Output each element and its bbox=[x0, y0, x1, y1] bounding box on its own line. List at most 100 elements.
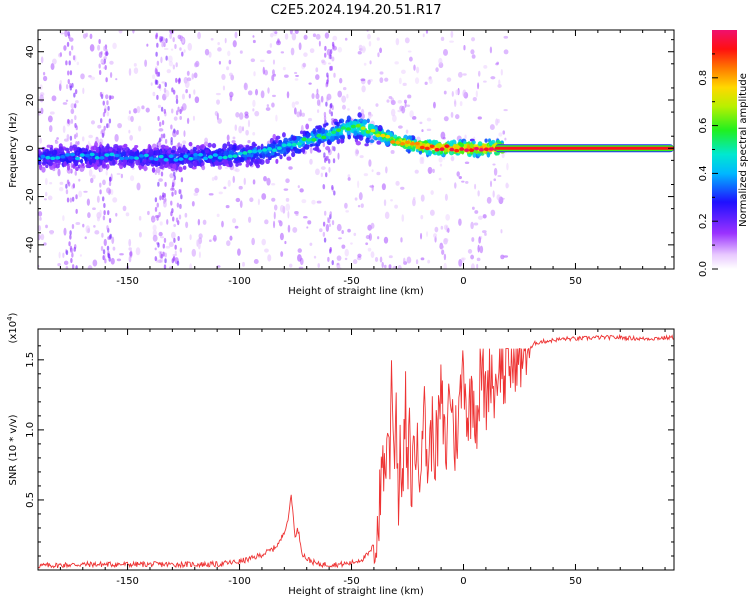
heatmap-ridge-cell bbox=[355, 123, 361, 128]
heatmap-cell bbox=[448, 150, 455, 156]
heatmap-noise-cell bbox=[273, 220, 276, 229]
snr-series-line bbox=[38, 333, 674, 569]
heatmap-noise-cell bbox=[401, 214, 405, 222]
heatmap-tone-band-inner bbox=[494, 146, 674, 150]
heatmap-noise-cell bbox=[184, 80, 190, 89]
heatmap-cell bbox=[294, 148, 300, 154]
heatmap-ridge-cell bbox=[84, 153, 90, 158]
heatmap-cell bbox=[275, 152, 281, 157]
heatmap-noise-cell bbox=[59, 181, 64, 185]
heatmap-cell bbox=[189, 149, 194, 156]
heatmap-streak-cell bbox=[73, 134, 77, 140]
heatmap-noise-cell bbox=[252, 35, 255, 38]
heatmap-noise-cell bbox=[315, 168, 320, 176]
heatmap-cell bbox=[106, 143, 110, 150]
heatmap-streak-cell bbox=[157, 170, 161, 176]
heatmap-ridge-cell bbox=[360, 126, 366, 130]
heatmap-noise-cell bbox=[470, 49, 475, 55]
heatmap-cell bbox=[123, 143, 128, 148]
heatmap-ridge-cell bbox=[395, 140, 401, 145]
heatmap-noise-cell bbox=[157, 104, 161, 109]
heatmap-noise-cell bbox=[209, 239, 212, 243]
heatmap-noise-cell bbox=[296, 111, 301, 118]
heatmap-noise-cell bbox=[471, 237, 475, 242]
heatmap-ridge-cell bbox=[222, 155, 228, 160]
heatmap-noise-cell bbox=[173, 116, 178, 121]
heatmap-cell bbox=[261, 153, 266, 160]
heatmap-cell bbox=[163, 153, 168, 160]
heatmap-noise-cell bbox=[462, 89, 467, 98]
heatmap-noise-cell bbox=[337, 152, 340, 160]
heatmap-streak-cell bbox=[331, 220, 335, 226]
heatmap-noise-cell bbox=[89, 44, 95, 52]
heatmap-streak-cell bbox=[103, 210, 106, 216]
heatmap-noise-cell bbox=[336, 255, 342, 261]
heatmap-noise-cell bbox=[299, 109, 302, 117]
heatmap-noise-cell bbox=[415, 66, 420, 74]
heatmap-noise-cell bbox=[430, 190, 434, 195]
heatmap-noise-cell bbox=[91, 174, 96, 180]
heatmap-noise-cell bbox=[181, 93, 185, 100]
heatmap-noise-cell bbox=[244, 111, 249, 116]
heatmap-noise-cell bbox=[261, 193, 267, 200]
heatmap-noise-cell bbox=[442, 136, 446, 140]
heatmap-noise-cell bbox=[298, 42, 302, 51]
heatmap-noise-cell bbox=[98, 51, 103, 58]
heatmap-noise-cell bbox=[320, 172, 324, 178]
heatmap-noise-cell bbox=[497, 84, 502, 88]
heatmap-noise-cell bbox=[90, 177, 94, 184]
heatmap-noise-cell bbox=[471, 37, 476, 42]
heatmap-noise-cell bbox=[503, 255, 509, 258]
heatmap-noise-cell bbox=[252, 179, 256, 185]
heatmap-noise-cell bbox=[328, 223, 332, 227]
heatmap-noise-cell bbox=[165, 245, 171, 249]
heatmap-noise-cell bbox=[158, 231, 163, 237]
heatmap-noise-cell bbox=[141, 105, 145, 110]
heatmap-noise-cell bbox=[374, 257, 379, 263]
heatmap-cell bbox=[247, 153, 252, 157]
heatmap-streak-cell bbox=[322, 184, 326, 190]
heatmap-cell bbox=[406, 145, 411, 150]
heatmap-noise-cell bbox=[194, 96, 200, 104]
heatmap-noise-cell bbox=[62, 125, 66, 133]
heatmap-streak-cell bbox=[158, 211, 161, 217]
heatmap-noise-cell bbox=[484, 232, 487, 236]
heatmap-noise-cell bbox=[443, 90, 447, 95]
heatmap-noise-cell bbox=[497, 175, 502, 178]
heatmap-ridge-cell bbox=[385, 134, 391, 139]
heatmap-noise-cell bbox=[489, 124, 495, 131]
heatmap-cell bbox=[104, 156, 109, 163]
heatmap-noise-cell bbox=[465, 180, 469, 184]
heatmap-noise-cell bbox=[438, 177, 442, 181]
heatmap-noise-cell bbox=[105, 171, 108, 176]
heatmap-streak-cell bbox=[67, 33, 71, 39]
heatmap-noise-cell bbox=[255, 88, 259, 96]
heatmap-cell bbox=[354, 135, 360, 140]
heatmap-streak-cell bbox=[156, 94, 159, 100]
heatmap-noise-cell bbox=[88, 134, 93, 139]
heatmap-noise-cell bbox=[440, 225, 444, 230]
heatmap-noise-cell bbox=[102, 179, 106, 186]
heatmap-noise-cell bbox=[290, 47, 295, 56]
heatmap-noise-cell bbox=[383, 199, 387, 207]
heatmap-ridge-cell bbox=[301, 137, 307, 142]
heatmap-noise-cell bbox=[383, 264, 387, 269]
heatmap-noise-cell bbox=[285, 197, 290, 202]
heatmap-noise-cell bbox=[493, 178, 497, 182]
heatmap-noise-cell bbox=[64, 30, 68, 38]
heatmap-noise-cell bbox=[271, 102, 275, 108]
heatmap-noise-cell bbox=[498, 132, 503, 137]
heatmap-streak-cell bbox=[66, 41, 70, 47]
heatmap-noise-cell bbox=[394, 61, 399, 65]
heatmap-noise-cell bbox=[118, 30, 123, 34]
heatmap-cell bbox=[279, 154, 283, 160]
heatmap-noise-cell bbox=[456, 171, 460, 177]
heatmap-noise-cell bbox=[381, 183, 386, 191]
heatmap-noise-cell bbox=[377, 236, 380, 240]
heatmap-noise-cell bbox=[345, 210, 349, 213]
heatmap-noise-cell bbox=[404, 37, 410, 44]
heatmap-noise-cell bbox=[58, 187, 64, 192]
heatmap-streak-cell bbox=[328, 109, 332, 115]
heatmap-noise-cell bbox=[70, 108, 75, 115]
heatmap-noise-cell bbox=[506, 162, 509, 171]
